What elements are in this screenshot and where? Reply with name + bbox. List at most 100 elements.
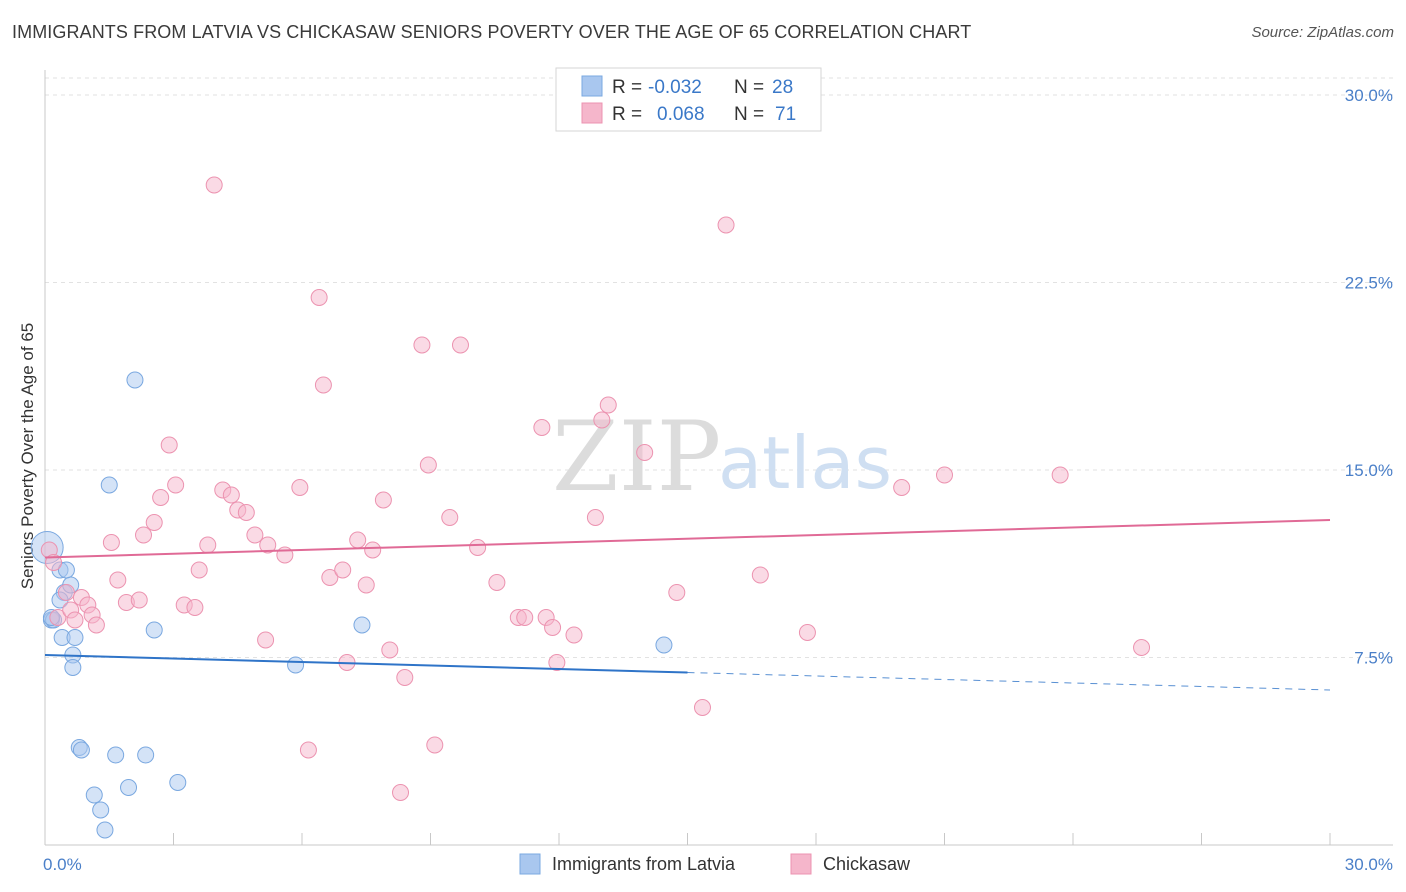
point-chickasaw-47: [419, 456, 437, 474]
point-chickasaw-36: [321, 569, 339, 586]
stats-r-label-latvia: R =: [612, 77, 642, 98]
point-latvia-14: [287, 656, 305, 674]
point-latvia-11: [126, 371, 144, 389]
point-chickasaw-14: [135, 526, 153, 544]
point-latvia-8: [66, 629, 84, 646]
point-chickasaw-69: [893, 479, 911, 496]
grid-lines: [45, 77, 1393, 658]
data-points: [30, 176, 1151, 839]
point-chickasaw-27: [237, 504, 255, 521]
stats-n-value-chickasaw: 71: [775, 104, 796, 125]
point-latvia-18: [72, 741, 90, 759]
x-axis-ticks: [44, 833, 1331, 845]
trend-line-latvia: [44, 654, 688, 674]
legend-label-chickasaw: Chickasaw: [823, 854, 911, 874]
point-chickasaw-55: [533, 419, 551, 436]
point-chickasaw-48: [426, 736, 444, 754]
point-chickasaw-10: [102, 534, 120, 551]
y-axis-label: Seniors Poverty Over the Age of 65: [18, 323, 37, 589]
point-chickasaw-46: [413, 336, 431, 354]
point-latvia-27: [57, 561, 75, 579]
x-axis-tick-labels: 0.0% 30.0%: [43, 855, 1393, 874]
point-chickasaw-33: [299, 741, 317, 759]
point-chickasaw-15: [145, 514, 163, 531]
y-tick-label-0: 7.5%: [1354, 649, 1393, 668]
point-chickasaw-20: [186, 599, 204, 616]
y-tick-label-2: 22.5%: [1345, 274, 1393, 293]
stats-r-value-latvia: -0.032: [648, 77, 702, 98]
point-chickasaw-72: [1133, 639, 1151, 656]
point-latvia-16: [655, 636, 673, 654]
point-latvia-12: [100, 476, 118, 494]
point-chickasaw-32: [291, 479, 309, 496]
legend-label-latvia: Immigrants from Latvia: [552, 854, 736, 874]
point-chickasaw-30: [257, 631, 275, 649]
point-latvia-15: [353, 616, 371, 634]
point-chickasaw-40: [357, 576, 375, 594]
point-chickasaw-37: [334, 561, 352, 579]
point-chickasaw-65: [693, 699, 711, 716]
point-latvia-25: [96, 821, 114, 839]
point-chickasaw-41: [364, 541, 382, 559]
point-latvia-19: [107, 746, 125, 764]
point-chickasaw-34: [310, 289, 328, 306]
stats-n-value-latvia: 28: [772, 77, 793, 98]
y-tick-label-1: 15.0%: [1345, 461, 1393, 480]
point-chickasaw-70: [936, 466, 953, 484]
point-chickasaw-71: [1051, 466, 1069, 484]
point-chickasaw-67: [751, 566, 769, 584]
point-chickasaw-11: [109, 571, 127, 589]
axes: [44, 70, 1393, 846]
point-chickasaw-28: [246, 526, 264, 544]
chart-title: IMMIGRANTS FROM LATVIA VS CHICKASAW SENI…: [12, 22, 972, 42]
point-chickasaw-22: [199, 536, 217, 554]
point-latvia-22: [120, 779, 138, 796]
point-latvia-13: [145, 621, 163, 639]
point-latvia-10: [64, 659, 82, 676]
source-attribution: Source: ZipAtlas.com: [1251, 24, 1394, 41]
point-chickasaw-29: [259, 536, 277, 554]
legend-swatch-chickasaw: [790, 853, 812, 875]
y-axis-tick-labels: 7.5% 15.0% 22.5% 30.0%: [1345, 86, 1393, 668]
point-chickasaw-52: [488, 574, 506, 591]
point-chickasaw-2: [49, 609, 67, 626]
point-chickasaw-42: [374, 491, 392, 509]
y-tick-label-3: 30.0%: [1345, 86, 1393, 105]
point-chickasaw-16: [152, 489, 170, 506]
point-chickasaw-43: [381, 641, 399, 659]
stats-swatch-chickasaw: [581, 102, 603, 124]
series-legend: Immigrants from Latvia Chickasaw: [519, 853, 911, 875]
stats-legend-box: R = -0.032 N = 28 R = 0.068 N = 71: [555, 67, 822, 132]
point-chickasaw-1: [45, 554, 63, 571]
stats-n-label-latvia: N =: [734, 77, 764, 98]
point-latvia-21: [85, 786, 103, 804]
stats-r-label-chickasaw: R =: [612, 104, 642, 125]
point-chickasaw-25: [222, 486, 240, 504]
point-chickasaw-5: [66, 611, 84, 629]
point-chickasaw-60: [586, 509, 604, 526]
point-chickasaw-49: [441, 509, 459, 526]
stats-n-label-chickasaw: N =: [734, 104, 764, 125]
point-chickasaw-44: [392, 784, 410, 801]
point-chickasaw-58: [548, 654, 566, 671]
point-chickasaw-68: [798, 624, 816, 641]
stats-r-value-chickasaw: 0.068: [657, 104, 705, 125]
trend-line-latvia-extension: [687, 672, 1331, 691]
stats-swatch-latvia: [581, 75, 603, 97]
point-chickasaw-66: [717, 216, 735, 234]
trend-lines: [44, 519, 1331, 691]
point-chickasaw-35: [314, 376, 332, 394]
point-chickasaw-57: [544, 619, 562, 636]
point-chickasaw-17: [160, 436, 178, 454]
x-tick-label-0: 0.0%: [43, 855, 82, 874]
point-latvia-24: [92, 801, 110, 819]
point-chickasaw-59: [565, 626, 583, 644]
legend-swatch-latvia: [519, 853, 541, 875]
point-chickasaw-51: [469, 539, 487, 556]
point-chickasaw-9: [87, 616, 105, 634]
trend-line-chickasaw: [44, 519, 1331, 559]
point-chickasaw-3: [57, 584, 75, 601]
watermark-zip: ZIP: [552, 401, 721, 513]
point-latvia-23: [169, 774, 187, 791]
